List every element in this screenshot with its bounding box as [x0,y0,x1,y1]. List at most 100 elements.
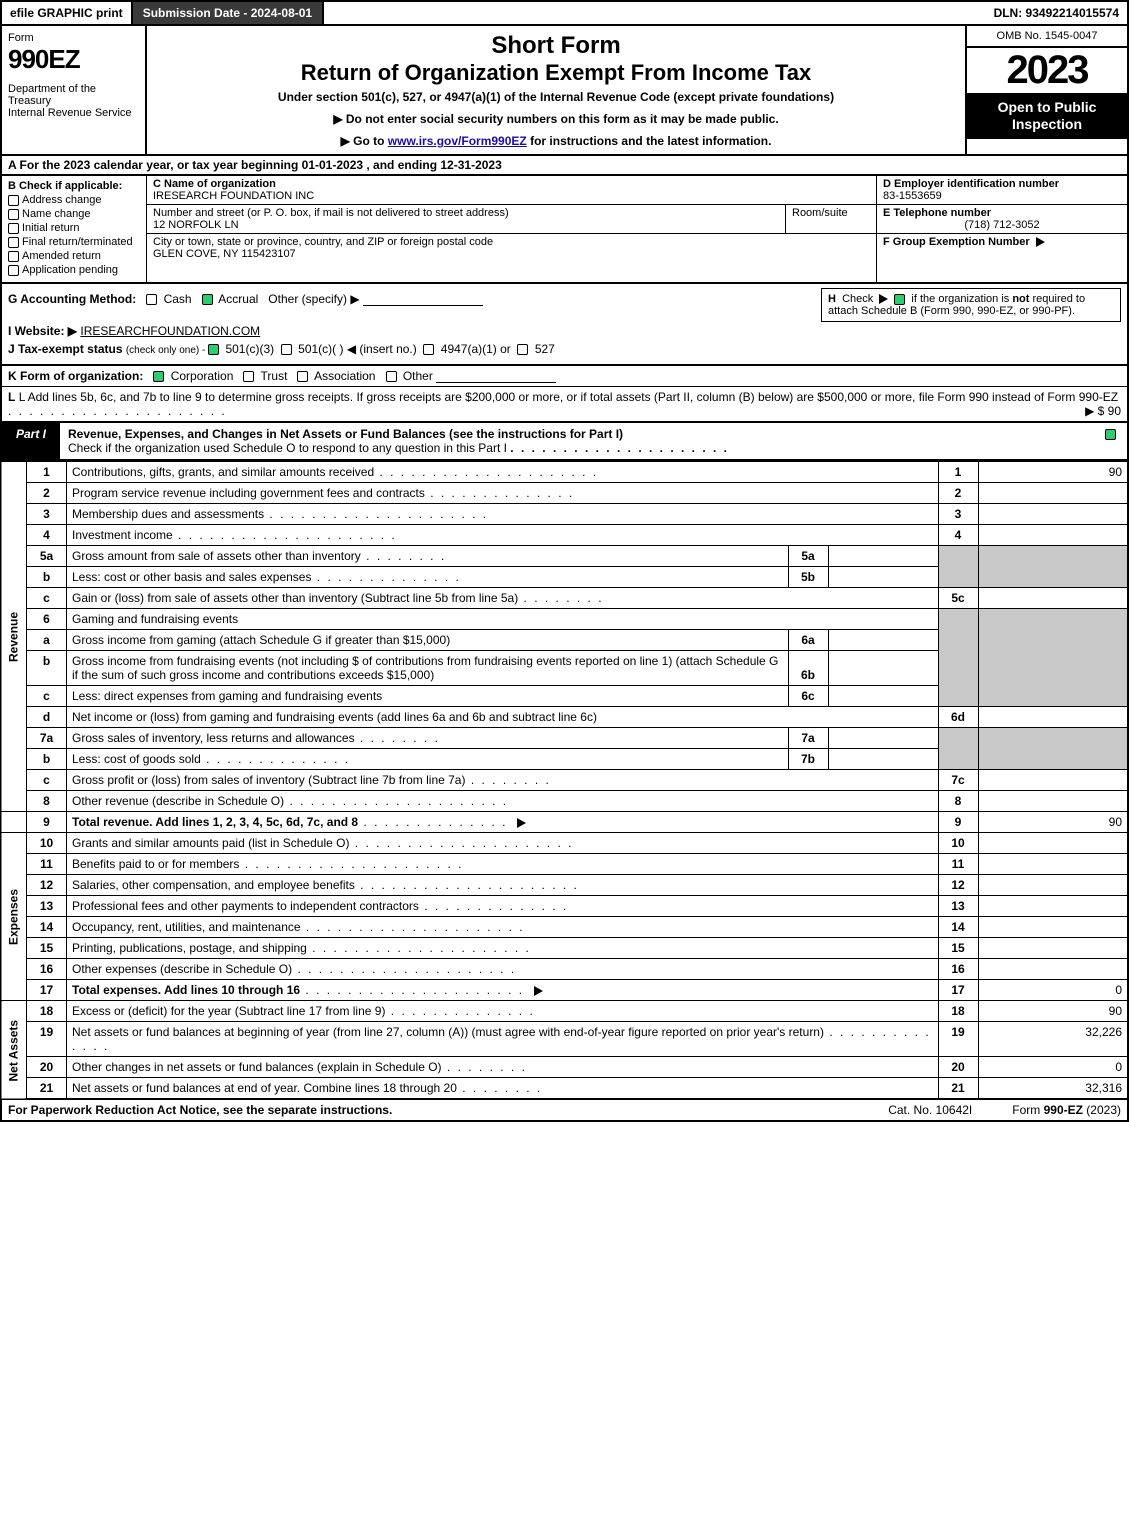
efile-print-button[interactable]: efile GRAPHIC print [2,2,133,24]
g-accrual-checkbox[interactable] [202,294,213,305]
k-trust-checkbox[interactable] [243,371,254,382]
phone-value: (718) 712-3052 [883,219,1121,231]
form-header: Form 990EZ Department of the Treasury In… [0,26,1129,156]
line-6abc-greyval [978,609,1128,707]
line-17-num: 17 [27,980,67,1001]
line-6c-num: c [27,686,67,707]
ein-value: 83-1553659 [883,190,942,202]
column-b: B Check if applicable: Address change Na… [2,176,147,282]
k-other-blank[interactable] [436,371,556,383]
line-2-rnum: 2 [938,483,978,504]
k-trust-label: Trust [261,369,288,383]
line-8-rnum: 8 [938,791,978,812]
g-cash-checkbox[interactable] [146,294,157,305]
k-assoc-checkbox[interactable] [297,371,308,382]
h-arrow-icon [879,294,888,304]
line-7ab-greyval [978,728,1128,770]
line-18-rnum: 18 [938,1001,978,1022]
line-16-rnum: 16 [938,959,978,980]
website-value[interactable]: IRESEARCHFOUNDATION.COM [80,324,260,338]
k-corp-label: Corporation [171,369,234,383]
line-16-desc: Other expenses (describe in Schedule O) [67,959,939,980]
line-7c-rnum: 7c [938,770,978,791]
footer-form-post: (2023) [1083,1103,1121,1117]
k-row: K Form of organization: Corporation Trus… [2,366,1127,387]
line-21-rnum: 21 [938,1078,978,1100]
line-11-num: 11 [27,854,67,875]
line-13-rnum: 13 [938,896,978,917]
line-5c-desc: Gain or (loss) from sale of assets other… [67,588,939,609]
part1-schedule-o-checkbox[interactable] [1105,429,1116,440]
line-7b-num: b [27,749,67,770]
department-label: Department of the Treasury Internal Reve… [8,83,139,119]
line-16-val [978,959,1128,980]
footer-catno: Cat. No. 10642I [888,1103,972,1117]
j-527-checkbox[interactable] [517,344,528,355]
topbar-spacer [324,2,985,24]
c-street-row: Number and street (or P. O. box, if mail… [147,205,876,234]
h-checkbox[interactable] [894,294,905,305]
top-bar: efile GRAPHIC print Submission Date - 20… [0,0,1129,26]
line-21-val: 32,316 [978,1078,1128,1100]
g-other-blank[interactable] [363,294,483,306]
short-form-title: Short Form [157,32,955,60]
part1-tag: Part I [2,423,60,459]
k-corp-checkbox[interactable] [153,371,164,382]
line-6c-desc: Less: direct expenses from gaming and fu… [67,686,789,707]
j-527-label: 527 [535,342,555,356]
j-501c3-checkbox[interactable] [208,344,219,355]
chk-final-return[interactable]: Final return/terminated [8,236,140,248]
chk-application-pending[interactable]: Application pending [8,264,140,276]
line-7b-midval [828,749,938,770]
line-10-desc: Grants and similar amounts paid (list in… [67,833,939,854]
chk-name-change[interactable]: Name change [8,208,140,220]
section-ghij: H Check if the organization is not requi… [0,284,1129,366]
line-7a-midnum: 7a [788,728,828,749]
l-dots [8,404,227,418]
line-1-val: 90 [978,462,1128,483]
k-label: K Form of organization: [8,369,143,383]
line-7a-desc: Gross sales of inventory, less returns a… [67,728,789,749]
part1-desc-main: Revenue, Expenses, and Changes in Net As… [68,427,623,441]
c-name-label: C Name of organization [153,178,276,190]
j-501c-label: 501(c)( ) ◀ (insert no.) [298,342,417,356]
line-14-desc: Occupancy, rent, utilities, and maintena… [67,917,939,938]
row-a-taxyear: A For the 2023 calendar year, or tax yea… [0,156,1129,176]
line-20-desc: Other changes in net assets or fund bala… [67,1057,939,1078]
line-14-num: 14 [27,917,67,938]
tax-year: 2023 [967,48,1127,93]
c-city-label: City or town, state or province, country… [153,236,493,248]
j-sub: (check only one) - [126,345,208,356]
line-9-rnum: 9 [938,812,978,833]
chk-initial-return[interactable]: Initial return [8,222,140,234]
j-501c-checkbox[interactable] [281,344,292,355]
line-5b-midnum: 5b [788,567,828,588]
line-2-desc: Program service revenue including govern… [67,483,939,504]
k-other-checkbox[interactable] [386,371,397,382]
line-18-num: 18 [27,1001,67,1022]
line-15-rnum: 15 [938,938,978,959]
line-17-rnum: 17 [938,980,978,1001]
j-4947-checkbox[interactable] [423,344,434,355]
submission-date-button[interactable]: Submission Date - 2024-08-01 [133,2,324,24]
line-8-val [978,791,1128,812]
goto-note: ▶ Go to www.irs.gov/Form990EZ for instru… [157,134,955,148]
line-12-desc: Salaries, other compensation, and employ… [67,875,939,896]
line-6abc-grey [938,609,978,707]
line-8-num: 8 [27,791,67,812]
line-6d-val [978,707,1128,728]
chk-amended-return-label: Amended return [22,250,101,262]
line-7b-desc: Less: cost of goods sold [67,749,789,770]
header-center: Short Form Return of Organization Exempt… [147,26,967,154]
line-5c-num: c [27,588,67,609]
side-revenue: Revenue [1,462,27,812]
j-501c3-label: 501(c)(3) [225,342,274,356]
chk-name-change-label: Name change [22,208,91,220]
column-def: D Employer identification number 83-1553… [877,176,1127,282]
irs-link[interactable]: www.irs.gov/Form990EZ [388,134,527,148]
chk-amended-return[interactable]: Amended return [8,250,140,262]
line-9-val: 90 [978,812,1128,833]
chk-address-change[interactable]: Address change [8,194,140,206]
line-19-rnum: 19 [938,1022,978,1057]
section-kl: K Form of organization: Corporation Trus… [0,366,1129,423]
